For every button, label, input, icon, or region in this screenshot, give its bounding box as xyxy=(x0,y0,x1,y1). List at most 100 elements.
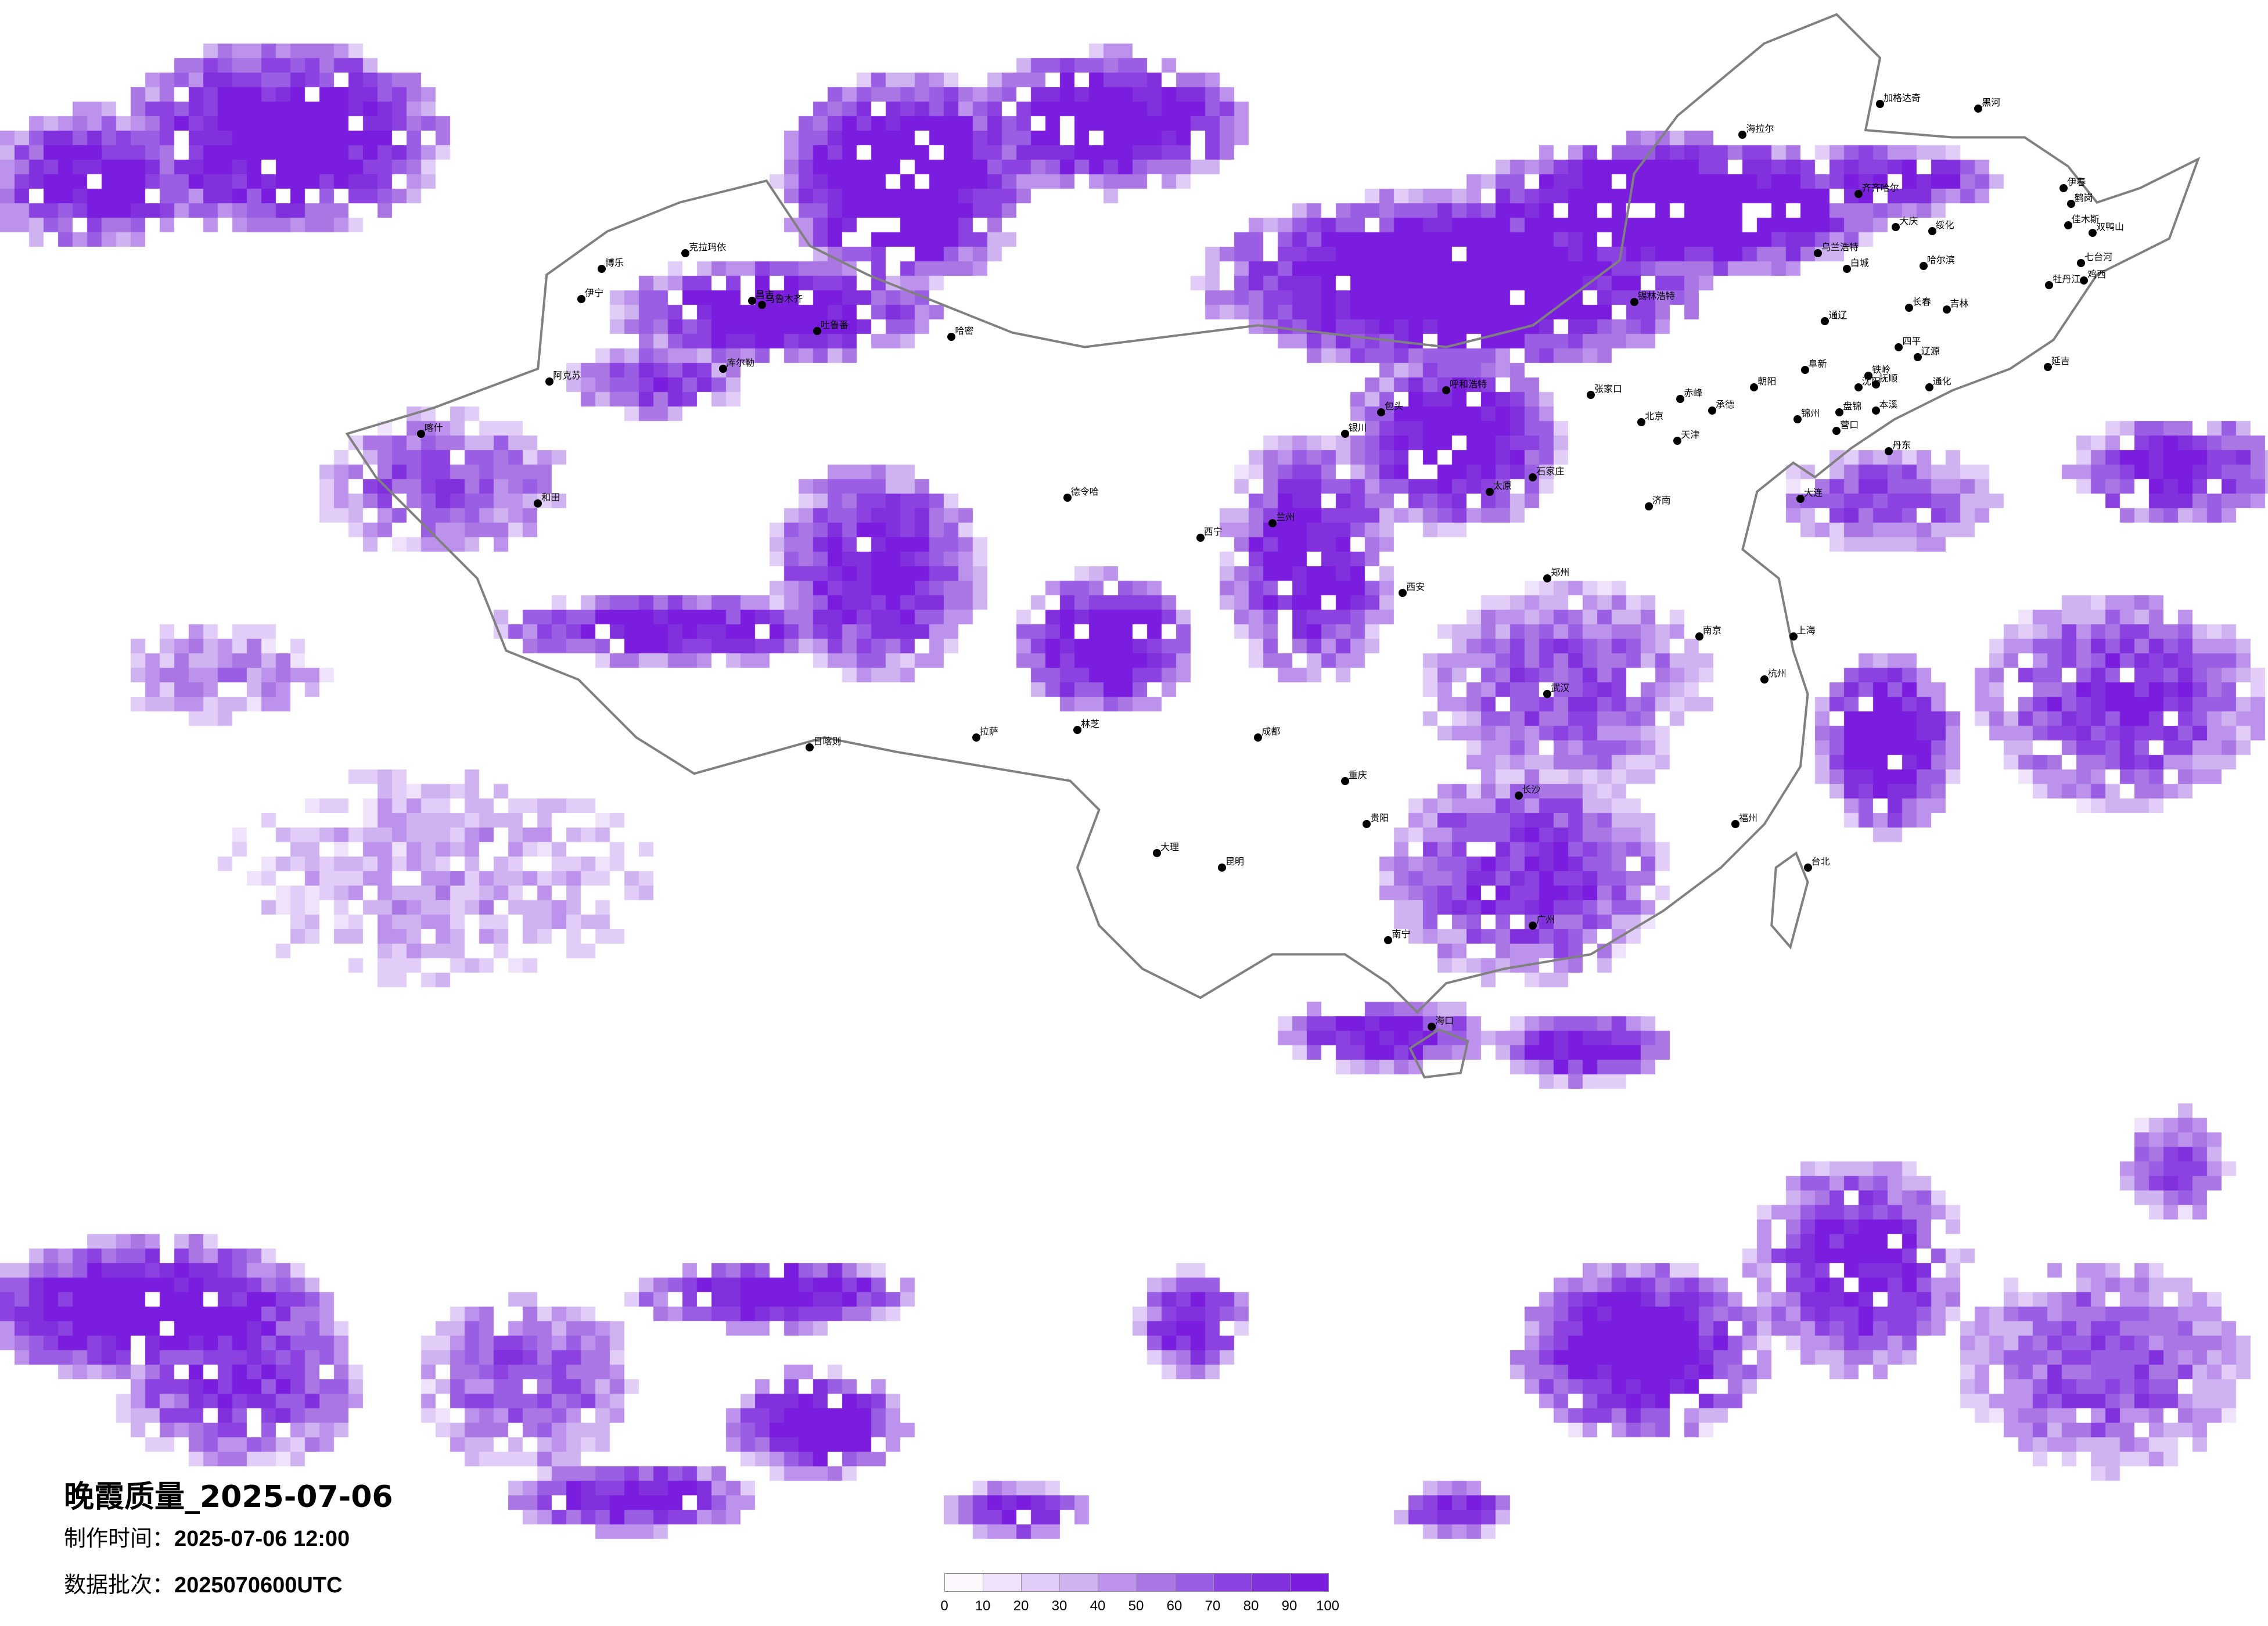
city-label: 德令哈 xyxy=(1070,485,1099,497)
city-label: 通化 xyxy=(1932,376,1951,387)
city-dot-icon xyxy=(1835,408,1844,416)
city-dot-icon xyxy=(1529,473,1537,481)
city-label: 喀什 xyxy=(424,422,443,433)
city-label: 海口 xyxy=(1435,1015,1454,1026)
city-label: 博乐 xyxy=(605,257,624,269)
city-label: 南宁 xyxy=(1392,928,1411,940)
city-dot-icon xyxy=(1821,316,1830,325)
city-label: 本溪 xyxy=(1879,399,1898,411)
production-time-label: 制作时间： xyxy=(64,1526,175,1551)
city-dot-icon xyxy=(1196,534,1205,542)
colorbar-tick: 70 xyxy=(1205,1598,1221,1614)
city-label: 大庆 xyxy=(1899,215,1918,226)
city-label: 西安 xyxy=(1406,581,1425,592)
data-batch-value: 2025070600UTC xyxy=(174,1573,343,1598)
city-dot-icon xyxy=(1363,820,1371,829)
city-dot-icon xyxy=(1673,437,1682,445)
city-label: 长春 xyxy=(1912,296,1931,308)
city-dot-icon xyxy=(1268,519,1277,528)
city-label: 抚顺 xyxy=(1879,373,1898,384)
city-dot-icon xyxy=(1073,726,1082,735)
city-label: 齐齐哈尔 xyxy=(1861,182,1899,193)
production-time: 制作时间：2025-07-06 12:00 xyxy=(64,1520,350,1552)
city-label: 福州 xyxy=(1739,812,1758,824)
city-label: 昌吉 xyxy=(755,289,774,300)
city-dot-icon xyxy=(2080,276,2089,285)
city-label: 锦州 xyxy=(1801,408,1820,419)
city-dot-icon xyxy=(1637,418,1646,427)
city-dot-icon xyxy=(1731,820,1739,829)
city-dot-icon xyxy=(1543,574,1552,582)
city-label: 武汉 xyxy=(1551,682,1570,694)
city-label: 张家口 xyxy=(1594,383,1623,394)
city-dot-icon xyxy=(1485,487,1494,496)
city-dot-icon xyxy=(1871,380,1880,389)
city-dot-icon xyxy=(1842,265,1851,274)
colorbar-tick: 50 xyxy=(1128,1598,1144,1614)
city-label: 呼和浩特 xyxy=(1450,379,1487,390)
city-dot-icon xyxy=(1832,427,1841,436)
city-label: 阿克苏 xyxy=(553,370,581,382)
city-label: 大连 xyxy=(1804,487,1823,499)
colorbar-tick: 60 xyxy=(1166,1598,1182,1614)
city-dot-icon xyxy=(1529,921,1537,930)
city-dot-icon xyxy=(1895,343,1903,351)
city-label: 白城 xyxy=(1850,257,1869,269)
city-label: 昆明 xyxy=(1225,856,1245,867)
city-dot-icon xyxy=(1974,104,1983,113)
city-dot-icon xyxy=(1340,776,1349,785)
city-dot-icon xyxy=(1925,383,1933,392)
city-label: 海拉尔 xyxy=(1746,123,1774,134)
city-dot-icon xyxy=(2043,363,2052,372)
city-label: 库尔勒 xyxy=(727,357,755,368)
city-dot-icon xyxy=(1884,447,1893,455)
colorbar-bin-6 xyxy=(1175,1574,1214,1591)
city-label: 朝阳 xyxy=(1757,376,1777,387)
city-dot-icon xyxy=(1750,383,1759,392)
city-dot-icon xyxy=(1384,936,1393,944)
city-label: 营口 xyxy=(1840,419,1859,431)
city-dot-icon xyxy=(758,301,767,310)
taiwan-border xyxy=(1770,851,1809,950)
city-label: 乌兰浩特 xyxy=(1821,241,1859,253)
colorbar-bin-7 xyxy=(1213,1574,1252,1591)
city-label: 乌鲁木齐 xyxy=(765,293,803,305)
city-dot-icon xyxy=(1708,406,1717,415)
colorbar-bin-5 xyxy=(1137,1574,1176,1591)
city-label: 伊春 xyxy=(2067,176,2086,188)
city-label: 克拉玛依 xyxy=(689,241,727,253)
city-label: 伊宁 xyxy=(584,287,603,299)
city-label: 铁岭 xyxy=(1872,364,1891,376)
data-batch-label: 数据批次： xyxy=(64,1572,175,1598)
city-dot-icon xyxy=(1864,372,1873,380)
city-label: 和田 xyxy=(541,491,560,503)
city-label: 鹤岗 xyxy=(2074,192,2093,204)
city-dot-icon xyxy=(1514,791,1523,800)
city-dot-icon xyxy=(1803,864,1812,872)
city-dot-icon xyxy=(1543,690,1552,699)
city-dot-icon xyxy=(577,295,585,304)
city-dot-icon xyxy=(1760,675,1769,684)
colorbar-bin-8 xyxy=(1252,1574,1291,1591)
colorbar-bin-0 xyxy=(945,1574,984,1591)
city-dot-icon xyxy=(416,430,425,438)
city-label: 南京 xyxy=(1702,624,1721,636)
city-label: 包头 xyxy=(1384,400,1403,412)
city-dot-icon xyxy=(1854,189,1863,198)
city-label: 绥化 xyxy=(1935,220,1954,231)
city-dot-icon xyxy=(2059,184,2068,192)
city-dot-icon xyxy=(1796,495,1805,503)
city-dot-icon xyxy=(1904,304,1913,312)
colorbar-tick: 10 xyxy=(975,1598,991,1614)
city-dot-icon xyxy=(1942,305,1951,314)
city-label: 石家庄 xyxy=(1536,465,1565,477)
city-dot-icon xyxy=(545,377,554,386)
colorbar-tick: 90 xyxy=(1281,1598,1297,1614)
city-dot-icon xyxy=(1254,733,1263,742)
city-dot-icon xyxy=(1913,353,1922,362)
city-dot-icon xyxy=(1218,864,1227,872)
city-dot-icon xyxy=(972,733,980,742)
city-label: 延吉 xyxy=(2051,355,2070,367)
city-label: 成都 xyxy=(1261,725,1281,737)
